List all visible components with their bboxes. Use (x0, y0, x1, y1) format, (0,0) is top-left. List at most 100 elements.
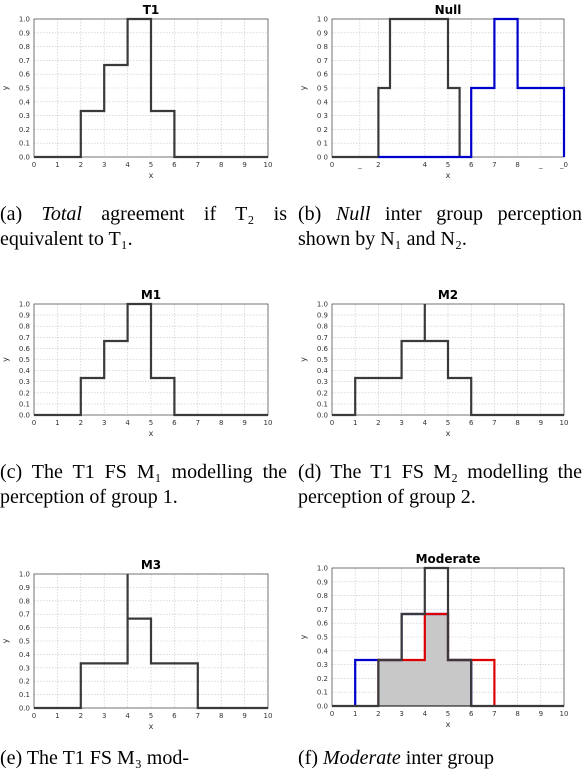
x-tick-label: 5 (446, 161, 450, 169)
chart-m1: M1 0 1 2 3 4 5 6 7 8 9 10 0.0 0.1 0.2 0.3 0.4 0.5 0.6 0.7 0.… (1, 288, 273, 438)
y-tick-label: 0.4 (317, 367, 329, 375)
y-tick-label: 0.1 (19, 400, 30, 408)
y-axis-label: y (299, 357, 308, 362)
y-tick-label: 0.9 (19, 29, 30, 37)
y-tick-label: 0.5 (317, 356, 328, 364)
caption-e-label: (e) (0, 747, 23, 769)
caption-d: (d) The T1 FS M₂ modelling the perceptio… (298, 460, 582, 510)
y-tick-label: 0.2 (317, 389, 328, 397)
y-axis-label: y (1, 638, 10, 643)
y-tick-label: 0.7 (317, 334, 328, 342)
x-tick-label: 3 (102, 712, 106, 720)
x-tick-label: 5 (149, 419, 153, 427)
x-tick-label: 1 (353, 419, 357, 427)
y-tick-label: 0.0 (19, 705, 30, 713)
x-tick-label: 10 (264, 712, 273, 720)
x-tick-label: _ (538, 161, 543, 169)
y-tick-label: 0.5 (19, 638, 30, 646)
x-tick-label: 2 (376, 161, 380, 169)
series-line-1 (378, 17, 566, 159)
x-tick-label: 10 (560, 419, 569, 427)
y-tick-label: 0 5 (317, 85, 328, 93)
x-tick-label: 1 (353, 710, 357, 718)
chart-title: M3 (141, 558, 161, 572)
y-tick-label: 1.0 (19, 571, 30, 579)
x-tick-label: 4 (125, 419, 130, 427)
x-axis-label: x (446, 720, 451, 729)
x-tick-label: 10 (264, 161, 273, 169)
series-line-0 (332, 17, 461, 159)
x-tick-label: 6 (172, 712, 177, 720)
y-tick-label: 0.8 (19, 597, 30, 605)
x-tick-label: 0 (32, 419, 36, 427)
figure-panel-null: Null 0 _ 2 4 5 6 7 8 _ _0 0 0 0 1 0 2 0 3 0 4 0 5 0 6 0 7 0… (296, 0, 582, 290)
y-tick-label: 0 8 (317, 43, 328, 51)
y-tick-label: 0.6 (317, 345, 329, 353)
chart-m2: M2 0 1 2 3 4 5 6 7 8 9 10 0.0 0.1 0.2 0.3 0.4 0.5 0.6 0.7 0.… (299, 288, 569, 438)
x-axis-label: x (446, 171, 451, 180)
x-tick-label: 0 (330, 161, 334, 169)
caption-f: (f) Moderate inter group (298, 746, 582, 771)
y-tick-label: 0.2 (19, 389, 30, 397)
y-tick-label: 0.1 (317, 689, 328, 697)
x-tick-label: 10 (560, 710, 569, 718)
y-tick-label: 0.5 (317, 634, 328, 642)
y-tick-label: 0.9 (317, 578, 328, 586)
x-tick-label: 4 (423, 161, 428, 169)
chart-moderate: Moderate 0 1 2 3 4 5 6 7 8 9 10 0.0 0.1 0.2 0.3 0.4 0.5 0.… (299, 552, 569, 729)
y-tick-label: 0.1 (317, 400, 328, 408)
x-tick-label: 3 (399, 710, 403, 718)
x-tick-label: 2 (376, 710, 380, 718)
x-tick-label: 9 (242, 419, 246, 427)
figure-panel-m3: M3 0 1 2 3 4 5 6 7 8 9 10 0.0 0.1 0.2 0.3 0.4 0.5 0.6 0.7 0.… (0, 558, 290, 769)
x-tick-label: 2 (79, 161, 83, 169)
x-tick-label: 0 (330, 710, 334, 718)
chart-m3: M3 0 1 2 3 4 5 6 7 8 9 10 0.0 0.1 0.2 0.3 0.4 0.5 0.6 0.7 0.… (1, 558, 273, 731)
chart-title: Moderate (416, 552, 481, 566)
y-tick-label: 0.7 (19, 611, 30, 619)
y-tick-label: 0.4 (19, 651, 31, 659)
figure-panel-m1: M1 0 1 2 3 4 5 6 7 8 9 10 0.0 0.1 0.2 0.3 0.4 0.5 0.6 0.7 0.… (0, 284, 290, 564)
caption-c-label: (c) (0, 461, 23, 483)
y-tick-label: 0.4 (19, 367, 31, 375)
chart-null: Null 0 _ 2 4 5 6 7 8 _ _0 0 0 0 1 0 2 0 3 0 4 0 5 0 6 0 7 0… (299, 3, 568, 180)
y-tick-label: 0.8 (19, 323, 30, 331)
series-line-0 (332, 304, 564, 417)
plot-frame (331, 303, 565, 416)
x-tick-label: 7 (196, 419, 200, 427)
y-tick-label: 0.5 (19, 356, 30, 364)
y-tick-label: 1.0 (19, 301, 30, 309)
y-tick-label: 0.6 (19, 624, 31, 632)
x-tick-label: 10 (264, 419, 273, 427)
y-tick-label: 0.7 (19, 334, 30, 342)
x-tick-label: 8 (515, 710, 519, 718)
series-line-3 (332, 566, 564, 708)
y-tick-label: 0.9 (19, 312, 30, 320)
x-tick-label: 7 (492, 161, 496, 169)
y-tick-label: 0 0 (317, 154, 328, 162)
x-tick-label: 6 (172, 161, 177, 169)
x-tick-label: 3 (399, 419, 403, 427)
y-tick-label: 0.7 (317, 606, 328, 614)
y-tick-label: 0.7 (19, 57, 30, 65)
y-tick-label: 0.9 (317, 312, 328, 320)
y-tick-label: 1.0 (317, 301, 328, 309)
caption-f-emph: Moderate (322, 747, 401, 769)
y-tick-label: 0.6 (19, 71, 31, 79)
series-line-0 (34, 17, 268, 159)
x-tick-label: 7 (196, 712, 200, 720)
y-tick-label: 0.3 (19, 112, 30, 120)
x-tick-label: 4 (423, 419, 428, 427)
y-tick-label: 0.3 (19, 664, 30, 672)
chart-title: T1 (143, 3, 160, 17)
y-tick-label: 0.8 (317, 323, 328, 331)
caption-c-text: The T1 FS M₁ modelling the perception of… (0, 461, 287, 508)
figure-panel-m2: M2 0 1 2 3 4 5 6 7 8 9 10 0.0 0.1 0.2 0.3 0.4 0.5 0.6 0.7 0.… (296, 284, 582, 564)
chart-title: M2 (438, 288, 458, 302)
y-tick-label: 0 4 (317, 98, 329, 106)
x-tick-label: 0 (32, 712, 36, 720)
caption-b-label: (b) (298, 203, 322, 225)
series-line-0 (34, 302, 268, 417)
y-tick-label: 0.0 (317, 412, 328, 420)
x-tick-label: 6 (469, 710, 474, 718)
